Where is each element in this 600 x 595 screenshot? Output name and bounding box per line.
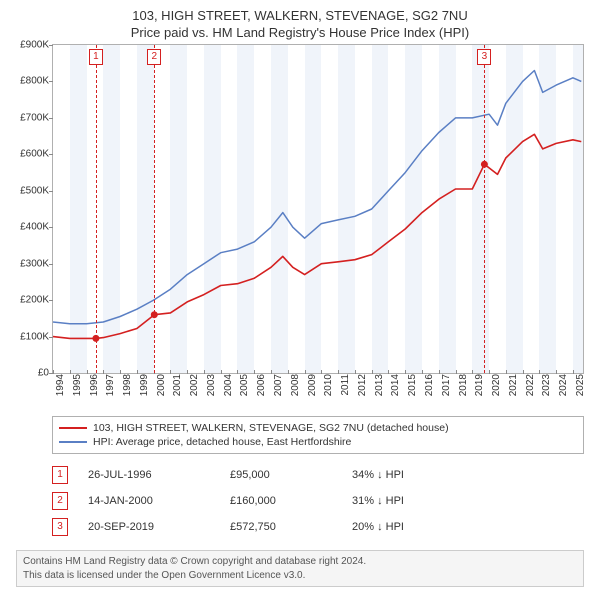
chart-svg: [53, 45, 583, 373]
y-axis-label: £200K: [9, 295, 49, 306]
sale-marker-line: [154, 45, 155, 373]
sale-row: 3 20-SEP-2019 £572,750 20% ↓ HPI: [52, 514, 584, 540]
y-tick: [49, 154, 53, 155]
x-axis-label: 2010: [323, 374, 334, 396]
price-paid-line: [53, 134, 581, 338]
x-axis-label: 1998: [122, 374, 133, 396]
attribution-line: This data is licensed under the Open Gov…: [23, 569, 577, 583]
sale-date: 14-JAN-2000: [88, 495, 218, 507]
x-axis-label: 1997: [105, 374, 116, 396]
y-tick: [49, 337, 53, 338]
x-axis-label: 2019: [474, 374, 485, 396]
x-axis-label: 2004: [223, 374, 234, 396]
price-chart: £0£100K£200K£300K£400K£500K£600K£700K£80…: [52, 44, 584, 374]
x-axis-label: 1994: [55, 374, 66, 396]
x-axis-label: 2011: [340, 374, 351, 396]
legend-label: 103, HIGH STREET, WALKERN, STEVENAGE, SG…: [93, 422, 449, 434]
x-axis-label: 2005: [239, 374, 250, 396]
y-axis-label: £900K: [9, 40, 49, 51]
sale-row: 2 14-JAN-2000 £160,000 31% ↓ HPI: [52, 488, 584, 514]
y-axis-label: £800K: [9, 76, 49, 87]
sale-date: 20-SEP-2019: [88, 521, 218, 533]
x-axis-label: 2003: [206, 374, 217, 396]
x-axis-label: 2000: [156, 374, 167, 396]
y-tick: [49, 81, 53, 82]
x-axis-label: 2020: [491, 374, 502, 396]
x-axis-label: 1999: [139, 374, 150, 396]
y-axis-label: £700K: [9, 112, 49, 123]
y-tick: [49, 191, 53, 192]
sale-row-badge: 2: [52, 492, 68, 510]
sale-price: £95,000: [230, 469, 340, 481]
legend-item: 103, HIGH STREET, WALKERN, STEVENAGE, SG…: [59, 421, 577, 435]
legend-item: HPI: Average price, detached house, East…: [59, 435, 577, 449]
x-axis-label: 2016: [424, 374, 435, 396]
x-axis-label: 2017: [441, 374, 452, 396]
legend-swatch: [59, 441, 87, 443]
x-axis-label: 2009: [307, 374, 318, 396]
legend-label: HPI: Average price, detached house, East…: [93, 436, 351, 448]
attribution-line: Contains HM Land Registry data © Crown c…: [23, 555, 577, 569]
x-axis-label: 2007: [273, 374, 284, 396]
y-axis-label: £300K: [9, 258, 49, 269]
sale-price: £572,750: [230, 521, 340, 533]
chart-title-subtitle: Price paid vs. HM Land Registry's House …: [8, 25, 592, 40]
y-axis-label: £100K: [9, 331, 49, 342]
y-axis-label: £500K: [9, 185, 49, 196]
x-axis-label: 2014: [390, 374, 401, 396]
x-axis-label: 1995: [72, 374, 83, 396]
x-axis-label: 2024: [558, 374, 569, 396]
x-axis-label: 2012: [357, 374, 368, 396]
x-axis-labels: 1994 1995 1996 1997 1998 1999 2000 2001 2002 2003…: [52, 374, 584, 410]
x-axis-label: 2008: [290, 374, 301, 396]
sale-hpi-delta: 20% ↓ HPI: [352, 521, 584, 533]
sale-marker-line: [484, 45, 485, 373]
x-axis-label: 2025: [575, 374, 586, 396]
x-axis-label: 2013: [374, 374, 385, 396]
attribution-box: Contains HM Land Registry data © Crown c…: [16, 550, 584, 587]
y-tick: [49, 264, 53, 265]
legend-swatch: [59, 427, 87, 429]
sale-hpi-delta: 31% ↓ HPI: [352, 495, 584, 507]
sale-row: 1 26-JUL-1996 £95,000 34% ↓ HPI: [52, 462, 584, 488]
x-axis-label: 2023: [541, 374, 552, 396]
sale-marker-line: [96, 45, 97, 373]
y-tick: [49, 300, 53, 301]
sales-table: 1 26-JUL-1996 £95,000 34% ↓ HPI 2 14-JAN-2000…: [52, 462, 584, 540]
x-axis-label: 2001: [172, 374, 183, 396]
sale-marker-badge: 2: [147, 49, 161, 65]
chart-legend: 103, HIGH STREET, WALKERN, STEVENAGE, SG…: [52, 416, 584, 454]
x-axis-label: 2022: [525, 374, 536, 396]
y-axis-label: £400K: [9, 222, 49, 233]
y-tick: [49, 118, 53, 119]
sale-row-badge: 3: [52, 518, 68, 536]
sale-marker-badge: 3: [477, 49, 491, 65]
y-tick: [49, 227, 53, 228]
x-axis-label: 2015: [407, 374, 418, 396]
y-tick: [49, 45, 53, 46]
sale-row-badge: 1: [52, 466, 68, 484]
y-axis-label: £600K: [9, 149, 49, 160]
sale-price: £160,000: [230, 495, 340, 507]
chart-title-address: 103, HIGH STREET, WALKERN, STEVENAGE, SG…: [8, 8, 592, 23]
sale-hpi-delta: 34% ↓ HPI: [352, 469, 584, 481]
x-axis-label: 2018: [458, 374, 469, 396]
sale-date: 26-JUL-1996: [88, 469, 218, 481]
x-axis-label: 1996: [89, 374, 100, 396]
x-axis-label: 2006: [256, 374, 267, 396]
hpi-line: [53, 71, 581, 324]
y-axis-label: £0: [9, 368, 49, 379]
sale-marker-badge: 1: [89, 49, 103, 65]
x-axis-label: 2021: [508, 374, 519, 396]
x-axis-label: 2002: [189, 374, 200, 396]
